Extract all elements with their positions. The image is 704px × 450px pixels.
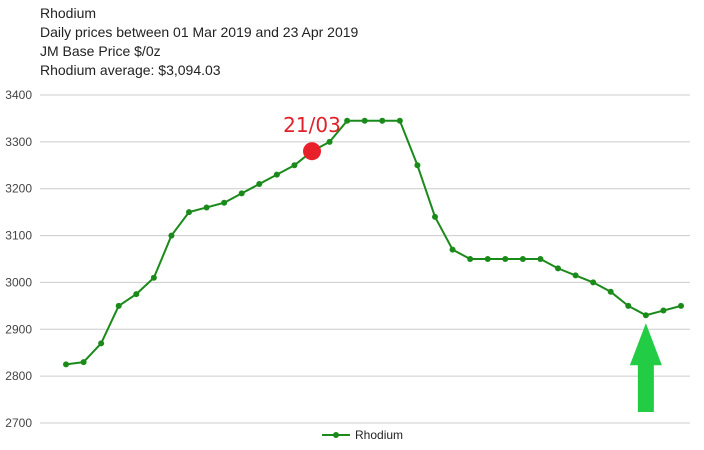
average-line: Rhodium average: $3,094.03 — [40, 62, 221, 78]
data-point — [555, 265, 561, 272]
data-point — [484, 256, 491, 262]
data-point — [326, 138, 333, 145]
y-tick-label-3300: 3300 — [5, 135, 32, 149]
data-point — [273, 171, 280, 178]
data-point — [414, 162, 421, 169]
y-tick-label-3400: 3400 — [5, 88, 32, 102]
annotations: 21/03 — [283, 113, 662, 412]
data-point — [238, 190, 245, 197]
y-tick-label-3100: 3100 — [5, 229, 32, 243]
price-unit-line: JM Base Price $/0z — [40, 43, 161, 59]
data-point — [98, 340, 105, 347]
data-point — [115, 302, 122, 309]
data-point — [642, 312, 649, 319]
data-point — [572, 272, 579, 279]
y-tick-label-2800: 2800 — [5, 369, 32, 383]
series-line-rhodium — [65, 119, 682, 366]
y-tick-label-2700: 2700 — [5, 416, 32, 430]
data-point — [361, 117, 368, 124]
data-point — [678, 302, 684, 309]
data-point — [168, 232, 175, 239]
y-tick-label-3200: 3200 — [5, 182, 32, 196]
data-point — [537, 256, 544, 262]
y-axis-ticks: 2700 2800 2900 3000 3100 3200 3300 3400 — [5, 88, 32, 430]
data-point — [590, 279, 597, 286]
gridlines — [40, 94, 690, 424]
series-rhodium — [63, 117, 684, 368]
data-point — [186, 209, 192, 216]
data-point — [467, 256, 474, 262]
data-point — [291, 162, 298, 169]
data-point — [221, 199, 228, 206]
legend-label-rhodium: Rhodium — [355, 428, 403, 442]
data-point — [379, 117, 386, 124]
highlight-label: 21/03 — [283, 113, 341, 137]
data-point — [449, 246, 456, 253]
data-point — [519, 256, 526, 262]
chart-header: Rhodium Daily prices between 01 Mar 2019… — [40, 4, 358, 80]
data-point — [396, 117, 403, 124]
chart-subtitle: Daily prices between 01 Mar 2019 and 23 … — [40, 24, 359, 40]
data-point — [607, 288, 614, 295]
highlight-marker — [303, 142, 321, 161]
data-point — [203, 204, 210, 211]
data-point — [432, 213, 438, 220]
data-point — [63, 361, 69, 368]
data-point — [344, 117, 351, 124]
data-point — [256, 181, 263, 188]
data-point — [133, 291, 140, 298]
data-point — [660, 307, 667, 314]
up-arrow-icon — [629, 323, 662, 412]
chart-title: Rhodium — [40, 5, 97, 21]
legend-dot-swatch — [333, 432, 339, 438]
legend: Rhodium — [322, 428, 403, 442]
y-tick-label-3000: 3000 — [5, 275, 32, 289]
data-point — [502, 256, 509, 262]
data-point — [625, 302, 632, 309]
data-point — [150, 274, 157, 281]
data-point — [80, 359, 87, 366]
y-tick-label-2900: 2900 — [5, 322, 32, 336]
